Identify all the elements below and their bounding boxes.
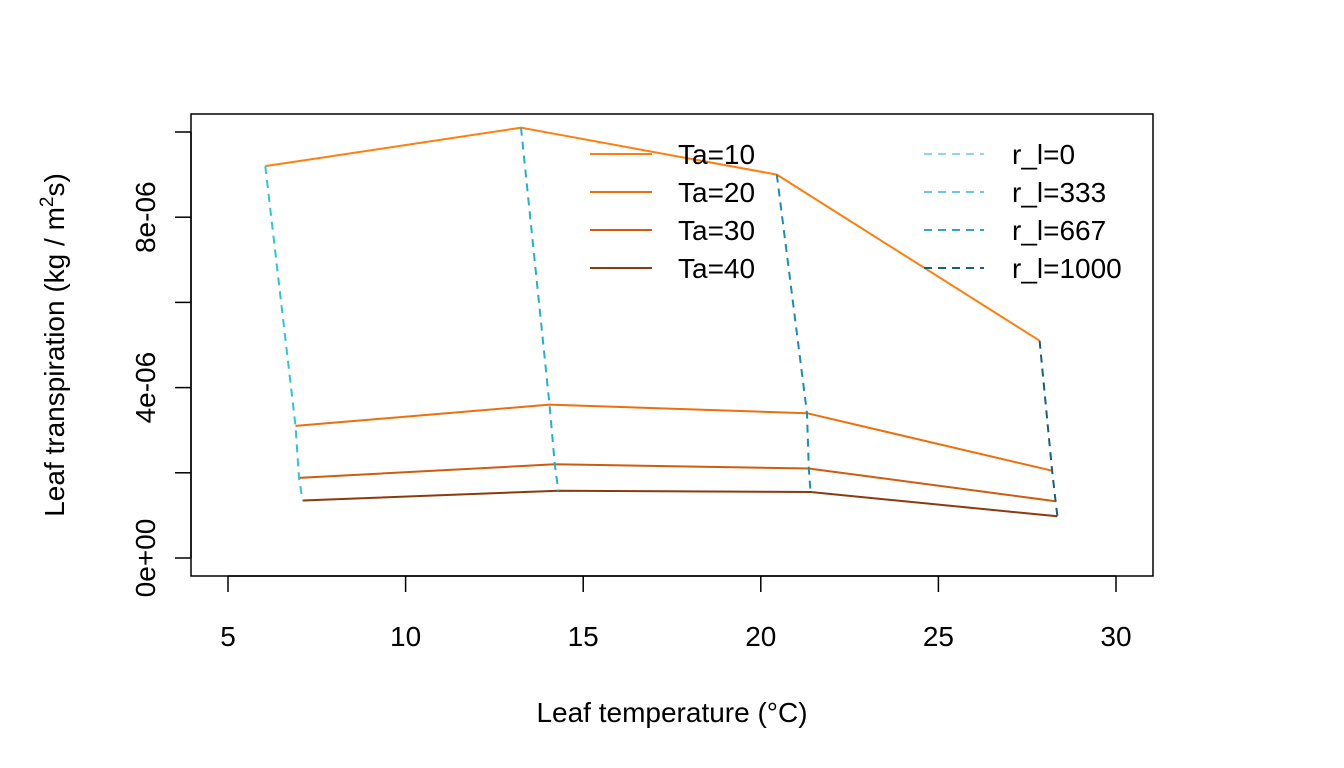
y-tick-label: 0e+00 — [130, 519, 161, 598]
x-tick-label: 10 — [390, 621, 421, 652]
legend-ta-entry-label: Ta=40 — [678, 253, 755, 284]
y-axis: 0e+00 4e-06 8e-06 — [130, 131, 192, 598]
ta-series-line-3 — [298, 463, 1056, 503]
ta-series-line-4 — [302, 489, 1058, 518]
legend-ta-entry-label: Ta=20 — [678, 177, 755, 208]
legend-rl-entry-label: r_l=0 — [1012, 139, 1075, 170]
series-layer — [264, 126, 1059, 518]
ta-series-line-1 — [265, 126, 1041, 342]
y-axis-title: Leaf transpiration (kg / m2s) — [37, 173, 70, 517]
y-axis-title-sup: 2 — [37, 197, 58, 208]
legend-rl-entry-label: r_l=1000 — [1012, 253, 1122, 284]
x-tick-label: 5 — [220, 621, 236, 652]
x-axis: 5 10 15 20 25 30 — [220, 575, 1132, 652]
legend-rl-entry-label: r_l=667 — [1012, 215, 1106, 246]
legend-rl: r_l=0 r_l=333 r_l=667 r_l=1000 — [924, 139, 1122, 284]
y-axis-title-end: s) — [39, 173, 70, 196]
rl-series-line-2 — [520, 127, 560, 491]
x-tick-label: 20 — [745, 621, 776, 652]
x-tick-label: 30 — [1100, 621, 1131, 652]
legend-ta-entry-label: Ta=30 — [678, 215, 755, 246]
x-tick-label: 15 — [568, 621, 599, 652]
legend-rl-entry-label: r_l=333 — [1012, 177, 1106, 208]
ta-series-line-2 — [295, 403, 1053, 472]
rl-series-line-1 — [264, 165, 304, 501]
y-tick-label: 4e-06 — [130, 352, 161, 424]
legend-ta: Ta=10 Ta=20 Ta=30 Ta=40 — [590, 139, 755, 284]
x-tick-label: 25 — [923, 621, 954, 652]
rl-series-line-4 — [1038, 340, 1059, 517]
y-axis-title-main: Leaf transpiration (kg / m — [39, 207, 70, 517]
y-tick-label: 8e-06 — [130, 181, 161, 253]
x-axis-title: Leaf temperature (°C) — [536, 697, 807, 728]
legend-ta-entry-label: Ta=10 — [678, 139, 755, 170]
rl-series-line-3 — [775, 174, 812, 493]
